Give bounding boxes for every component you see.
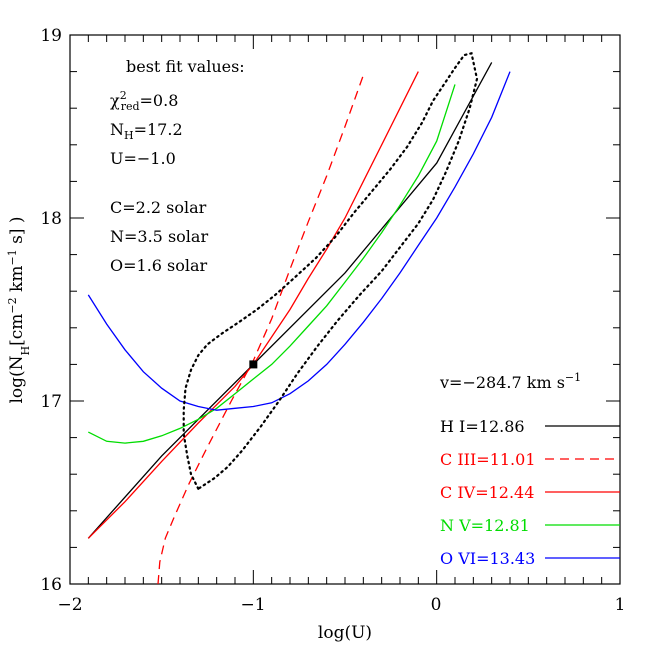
legend-label-2: C IV=12.44 [440, 483, 534, 502]
x-axis-label: log(U) [318, 623, 372, 643]
annotation-n: N=3.5 solar [110, 227, 208, 246]
series-line-3 [88, 84, 456, 444]
confidence-contour [182, 51, 479, 490]
annotation-u: U=−1.0 [110, 149, 176, 168]
series-line-1 [157, 75, 364, 584]
legend: H I=12.86 C III=11.01 C IV=12.44 N V=12.81 O… [440, 417, 620, 568]
annotation-o: O=1.6 solar [110, 256, 208, 275]
best-fit-marker [249, 360, 258, 369]
annotation-nh: NH=17.2 [110, 120, 183, 142]
annotation-title: best fit values: [126, 57, 245, 76]
y-axis-label: log(NH[cm−2 km−1 s] ) [6, 217, 32, 404]
series-group [87, 51, 511, 584]
x-tick-label-1: −1 [240, 595, 265, 615]
legend-label-4: O VI=13.43 [440, 549, 535, 568]
annotation-c: C=2.2 solar [110, 198, 207, 217]
y-tick-label-1: 17 [40, 392, 62, 412]
legend-label-1: C III=11.01 [440, 450, 536, 469]
x-tick-label-2: 0 [431, 595, 442, 615]
y-tick-label-2: 18 [40, 209, 62, 229]
series-line-0 [87, 62, 493, 539]
annotation-chi: χ2 red=0.8 [110, 89, 178, 113]
best-fit-point [249, 360, 258, 369]
axis-ticks [69, 34, 621, 585]
y-tick-label-0: 16 [40, 575, 62, 595]
y-tick-label-3: 19 [40, 26, 62, 46]
velocity-label: v=−284.7 km s−1 [439, 371, 581, 392]
plot-frame [69, 34, 621, 585]
x-tick-label-0: −2 [57, 595, 82, 615]
series-line-2 [87, 71, 419, 539]
legend-label-0: H I=12.86 [440, 417, 525, 436]
x-tick-label-3: 1 [615, 595, 626, 615]
legend-label-3: N V=12.81 [440, 516, 530, 535]
series-line-4 [87, 71, 511, 411]
